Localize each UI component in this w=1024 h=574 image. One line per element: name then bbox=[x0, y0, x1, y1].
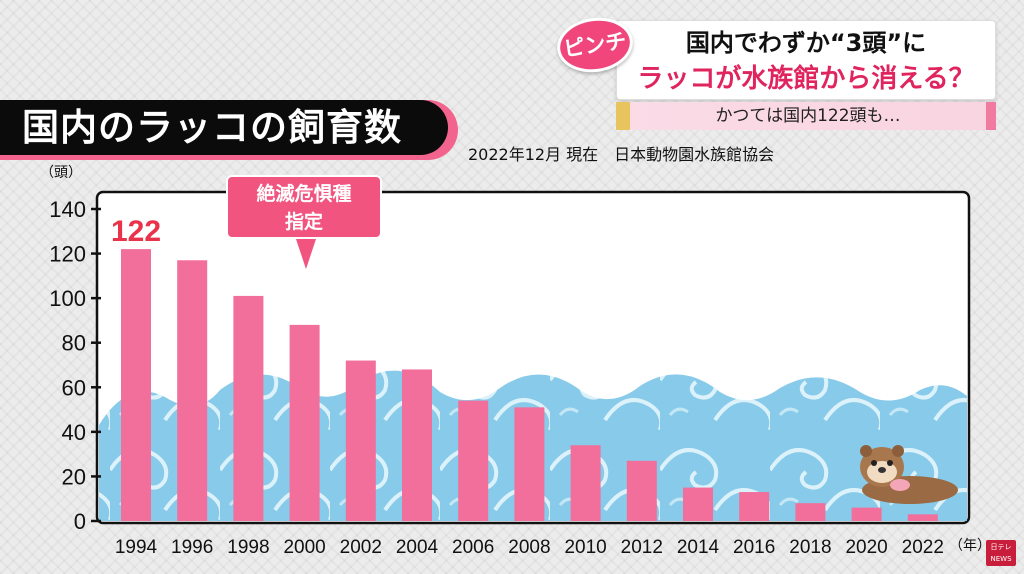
bar-1996 bbox=[177, 260, 208, 521]
headline-line2: ラッコが水族館から消える？ bbox=[637, 64, 975, 94]
x-tick-label: 2016 bbox=[733, 537, 775, 558]
callout-pointer bbox=[296, 239, 316, 269]
bar-2022 bbox=[907, 514, 938, 521]
bar-2008 bbox=[514, 407, 545, 521]
x-tick-label: 2006 bbox=[452, 537, 494, 558]
x-axis: 1994 1996 1998 2000 2002 2004 2006 2008 2010 2012… bbox=[115, 537, 944, 558]
bar-2010 bbox=[570, 445, 601, 521]
bar-2014 bbox=[683, 487, 713, 521]
x-tick-label: 2020 bbox=[845, 537, 887, 558]
x-tick-label: 2008 bbox=[508, 537, 550, 558]
bar-2018 bbox=[795, 503, 826, 521]
y-tick-label: 0 bbox=[74, 509, 86, 534]
x-tick-label: 1998 bbox=[227, 537, 269, 558]
otter-illustration bbox=[860, 445, 958, 504]
y-tick-label: 80 bbox=[62, 331, 86, 356]
bar-2012 bbox=[626, 460, 657, 521]
y-axis-unit: （頭） bbox=[40, 165, 82, 181]
callout-endangered: 絶滅危惧種 指定 bbox=[226, 175, 382, 239]
x-tick-label: 1994 bbox=[115, 537, 158, 558]
bar-2016 bbox=[739, 492, 770, 521]
bar-2006 bbox=[458, 400, 489, 521]
headline-box: 国内でわずか“3頭”に ラッコが水族館から消える？ bbox=[616, 20, 996, 100]
y-tick-label: 60 bbox=[62, 375, 86, 400]
data-label: 122 bbox=[111, 215, 161, 248]
y-tick-label: 20 bbox=[62, 464, 86, 489]
bar-2004 bbox=[402, 369, 432, 521]
bar-1994 bbox=[121, 249, 151, 521]
y-tick-label: 40 bbox=[62, 420, 86, 445]
bar-chart: 0 20 40 60 80 100 120 140 122 1994 1996 1998 2000 2… bbox=[40, 165, 991, 558]
callout-line1: 絶滅危惧種 bbox=[256, 183, 352, 205]
x-axis-unit: （年） bbox=[949, 538, 991, 554]
x-tick-label: 2004 bbox=[396, 537, 439, 558]
bar-2020 bbox=[851, 507, 882, 521]
bar-1998 bbox=[233, 295, 264, 521]
source-note: 2022年12月 現在 日本動物園水族館協会 bbox=[468, 145, 775, 164]
bar-2002 bbox=[345, 360, 376, 521]
x-tick-label: 2010 bbox=[564, 537, 606, 558]
x-tick-label: 2012 bbox=[621, 537, 663, 558]
callout-line2: 指定 bbox=[284, 211, 323, 233]
chart-area: 0 20 40 60 80 100 120 140 122 1994 1996 1998 2000 2… bbox=[0, 160, 1024, 574]
x-tick-label: 2002 bbox=[340, 537, 382, 558]
y-tick-label: 100 bbox=[49, 286, 86, 311]
ntv-news-logo: 日テレ NEWS bbox=[986, 540, 1016, 566]
x-tick-label: 2022 bbox=[902, 537, 944, 558]
y-axis: 0 20 40 60 80 100 120 140 bbox=[49, 197, 101, 534]
bars: 122 bbox=[109, 213, 938, 521]
x-tick-label: 2000 bbox=[283, 537, 325, 558]
subheadline-bar: かつては国内122頭も… bbox=[616, 102, 996, 130]
bar-2000 bbox=[289, 324, 320, 521]
x-tick-label: 2014 bbox=[677, 537, 720, 558]
y-tick-label: 140 bbox=[49, 197, 86, 222]
title-banner: 国内のラッコの飼育数 bbox=[0, 100, 458, 160]
y-tick-label: 120 bbox=[49, 242, 86, 267]
x-tick-label: 1996 bbox=[171, 537, 213, 558]
x-tick-label: 2018 bbox=[789, 537, 831, 558]
headline-line1: 国内でわずか“3頭”に bbox=[685, 29, 927, 57]
chart-title: 国内のラッコの飼育数 bbox=[0, 100, 448, 155]
